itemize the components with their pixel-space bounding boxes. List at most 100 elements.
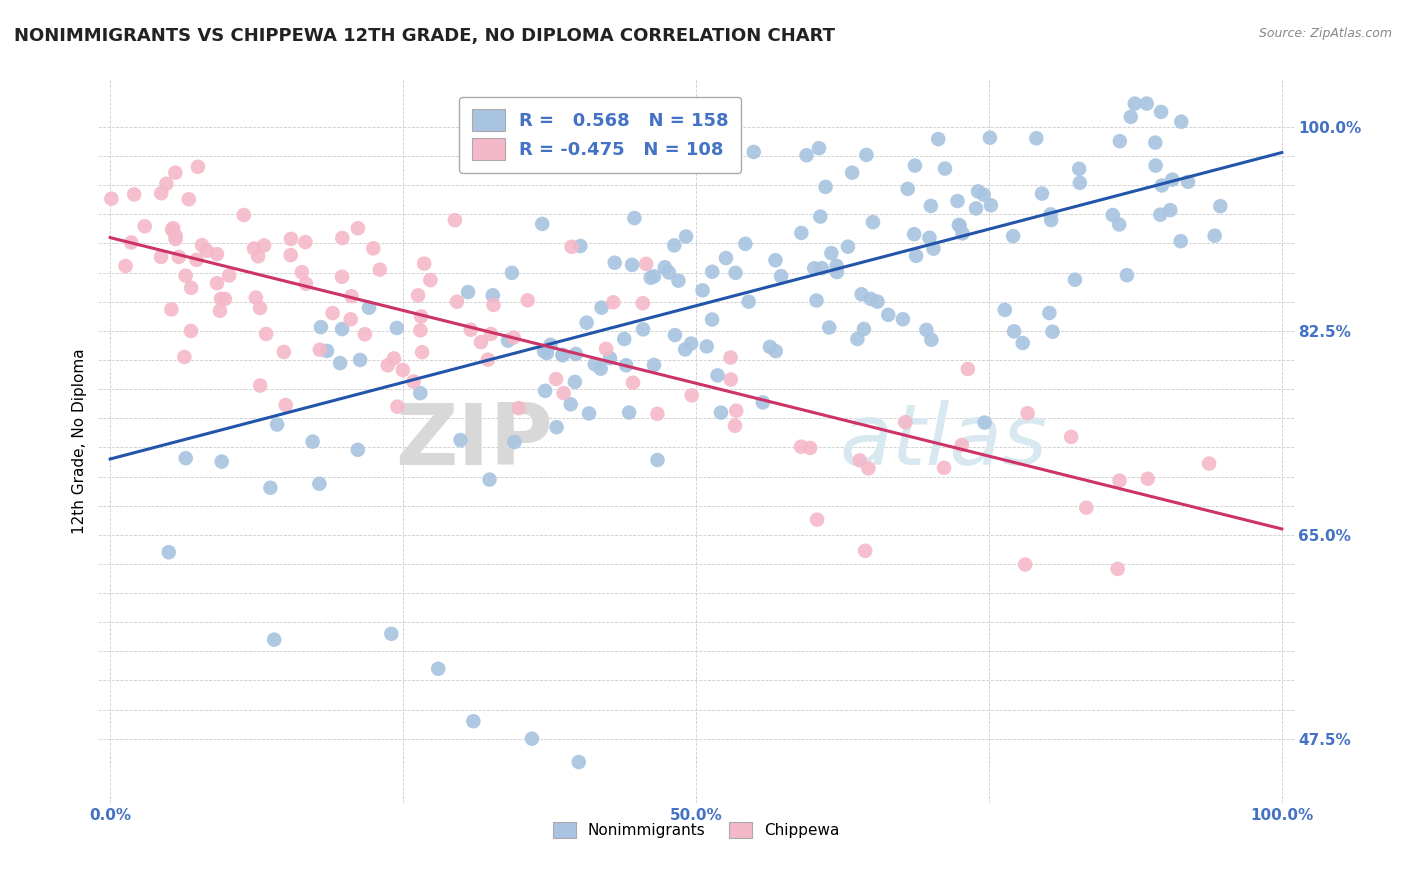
Point [710,406,733,420]
Point [295,277,318,291]
Point [621,258,644,272]
Point [316,343,339,358]
Point [837,240,859,254]
Point [631,322,654,336]
Point [808,141,831,155]
Point [280,232,302,246]
Point [623,211,645,225]
Point [174,268,197,283]
Point [922,242,945,256]
Point [174,451,197,466]
Point [920,199,942,213]
Point [967,185,990,199]
Point [692,284,714,298]
Point [402,375,425,389]
Point [614,358,637,372]
Point [681,388,703,402]
Point [122,187,145,202]
Point [308,476,330,491]
Point [1149,208,1171,222]
Point [1014,558,1036,572]
Point [1144,136,1167,150]
Point [165,228,187,243]
Point [308,343,330,357]
Point [187,160,209,174]
Point [413,256,436,270]
Point [155,177,177,191]
Point [654,260,676,275]
Point [589,361,612,376]
Point [247,249,270,263]
Point [243,242,266,256]
Point [569,239,592,253]
Point [460,323,482,337]
Point [411,310,433,324]
Point [301,434,323,449]
Point [1177,175,1199,189]
Point [647,453,669,467]
Point [263,632,285,647]
Point [380,627,402,641]
Point [564,375,586,389]
Point [803,261,825,276]
Point [927,132,949,146]
Point [1161,172,1184,186]
Text: atlas: atlas [839,400,1047,483]
Point [205,247,228,261]
Point [387,400,409,414]
Point [377,359,399,373]
Point [818,320,841,334]
Point [1031,186,1053,201]
Point [534,384,557,398]
Point [1039,207,1062,221]
Point [631,296,654,310]
Point [450,433,472,447]
Point [1209,199,1232,213]
Point [932,460,955,475]
Point [810,261,832,276]
Point [349,353,371,368]
Point [849,453,872,467]
Point [1150,104,1173,119]
Point [1069,176,1091,190]
Point [249,301,271,315]
Point [920,333,942,347]
Point [273,345,295,359]
Point [214,292,236,306]
Point [918,231,941,245]
Point [330,269,353,284]
Point [1107,562,1129,576]
Point [858,461,880,475]
Point [330,231,353,245]
Point [979,130,1001,145]
Point [180,281,202,295]
Point [533,344,555,359]
Point [806,293,828,308]
Point [446,294,468,309]
Point [1119,110,1142,124]
Point [516,293,538,308]
Point [1038,306,1060,320]
Point [259,481,281,495]
Point [915,323,938,337]
Point [357,301,380,315]
Point [245,291,267,305]
Point [540,338,562,352]
Point [1116,268,1139,283]
Point [478,473,501,487]
Point [409,386,432,401]
Point [714,251,737,265]
Point [647,407,669,421]
Point [100,192,122,206]
Point [274,398,297,412]
Point [502,330,524,344]
Point [186,252,208,267]
Point [905,249,928,263]
Point [309,320,332,334]
Point [409,323,432,337]
Point [1170,234,1192,248]
Point [463,714,485,729]
Text: Source: ZipAtlas.com: Source: ZipAtlas.com [1258,27,1392,40]
Point [948,218,970,232]
Point [846,332,869,346]
